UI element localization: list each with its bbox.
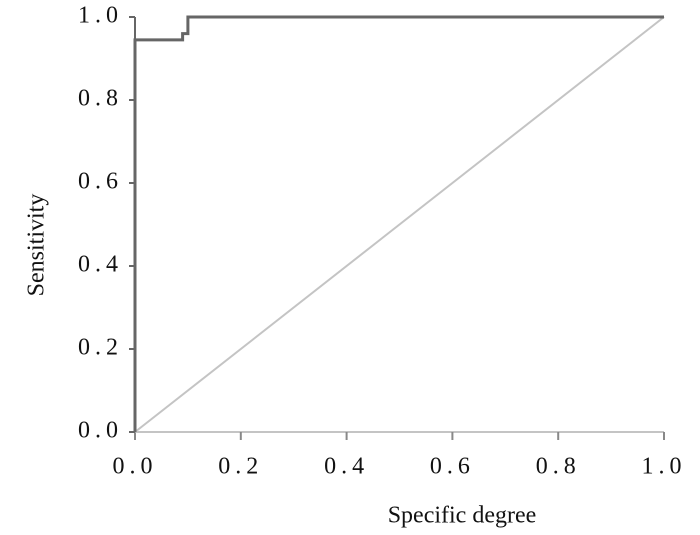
x-tick-label: 0.2 <box>218 454 263 480</box>
x-tick-label: 0.0 <box>113 454 158 480</box>
y-tick-label: 0.8 <box>78 86 123 112</box>
series-line <box>133 15 664 432</box>
y-tick-label: 0.4 <box>78 252 123 278</box>
y-tick-label: 0.2 <box>78 335 123 361</box>
series-line <box>134 16 665 433</box>
x-tick-label: 1.0 <box>642 454 687 480</box>
y-tick-label: 0.0 <box>78 418 123 444</box>
x-tick-label: 0.6 <box>430 454 475 480</box>
x-tick-label: 0.8 <box>536 454 581 480</box>
y-axis-label: Sensitivity <box>24 194 50 297</box>
y-tick-label: 0.6 <box>78 169 123 195</box>
y-tick-label: 1.0 <box>78 3 123 29</box>
x-tick-label: 0.4 <box>324 454 369 480</box>
x-axis-label: Specific degree <box>388 503 537 529</box>
